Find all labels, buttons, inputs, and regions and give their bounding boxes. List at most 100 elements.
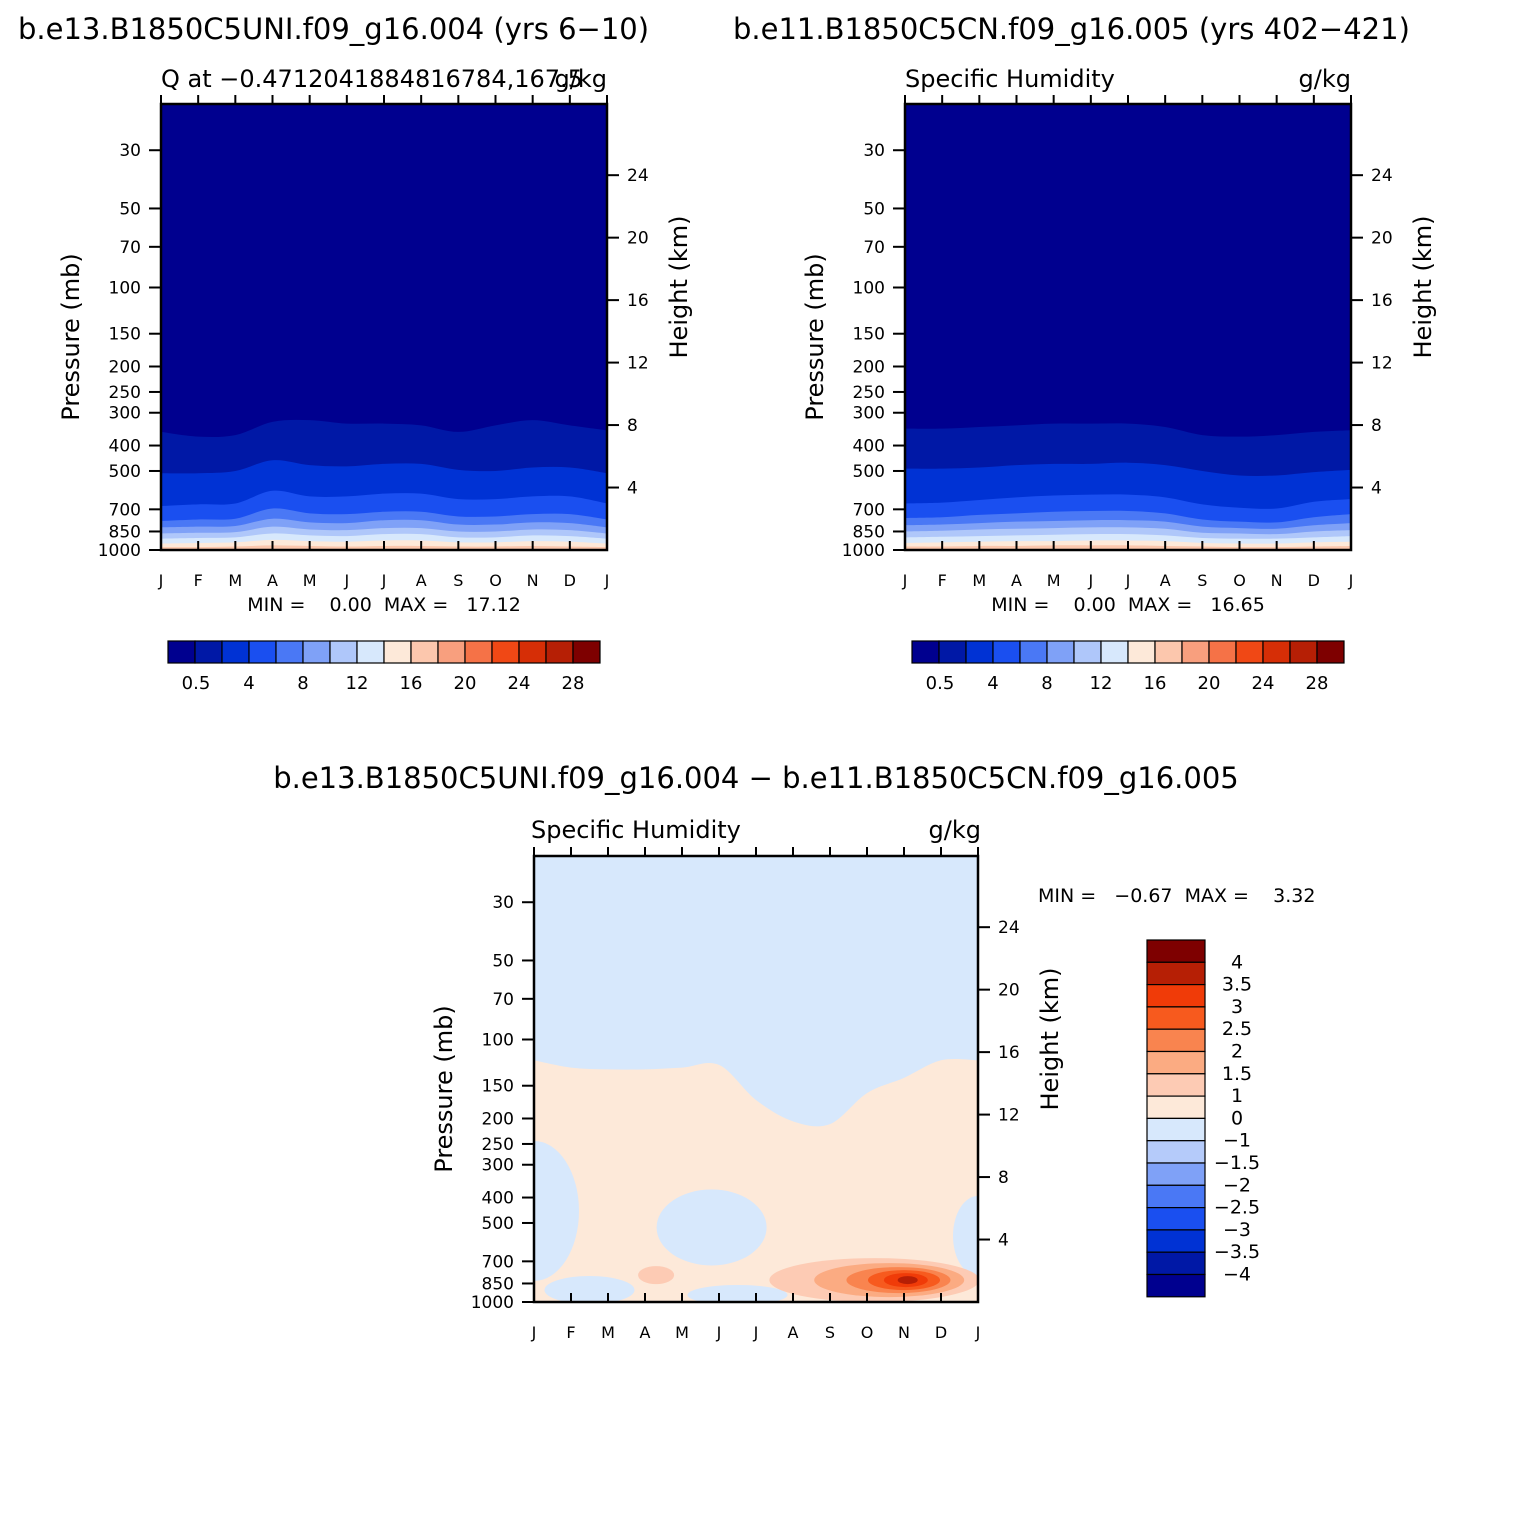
colorbar-swatch — [1019, 640, 1048, 664]
colorbar-swatch — [518, 640, 547, 664]
y-tick-label: 30 — [119, 141, 141, 161]
negative-anomaly-region — [687, 1284, 788, 1302]
colorbar-swatch — [275, 640, 304, 664]
colorbar-label: 16 — [400, 673, 423, 694]
colorbar-swatch — [1154, 640, 1183, 664]
y-tick-label: 30 — [492, 893, 514, 913]
y-tick-label: 1000 — [98, 541, 141, 561]
y-tick-label: 850 — [853, 522, 885, 542]
x-tick-label: F — [938, 571, 947, 590]
colorbar-swatch — [410, 640, 439, 664]
colorbar-label: −3 — [1223, 1219, 1251, 1241]
y2-tick-label: 16 — [627, 291, 649, 311]
y2-tick-label: 8 — [1371, 416, 1382, 436]
p3-run-title: b.e13.B1850C5UNI.f09_g16.004 − b.e11.B18… — [273, 761, 1239, 795]
colorbar-label: 4 — [243, 673, 254, 694]
x-tick-label: J — [902, 571, 908, 590]
negative-anomaly-region — [534, 1140, 579, 1281]
colorbar-swatch — [1146, 1140, 1206, 1164]
colorbar-label: 1.5 — [1222, 1063, 1252, 1085]
y-tick-label: 250 — [109, 383, 141, 403]
x-tick-label: A — [1160, 571, 1171, 590]
y-tick-label: 300 — [482, 1156, 514, 1176]
y-axis-title: Pressure (mb) — [430, 1005, 458, 1172]
colorbar-label: 0 — [1231, 1107, 1243, 1129]
y-axis-title: Pressure (mb) — [801, 253, 829, 420]
y2-tick-label: 24 — [998, 918, 1020, 938]
colorbar-label: 16 — [1144, 673, 1167, 694]
colorbar-swatch — [1146, 1117, 1206, 1142]
p2-colorbar: 0.5 4 8 12 16 20 24 28 — [911, 640, 1345, 694]
x-tick-label: F — [566, 1323, 575, 1342]
y-tick-label: 200 — [109, 358, 141, 378]
y2-tick-label: 20 — [998, 981, 1020, 1001]
x-tick-label: A — [1011, 571, 1022, 590]
p3-right-title: g/kg — [929, 816, 981, 844]
x-tick-label: S — [453, 571, 463, 590]
colorbar-swatch — [965, 640, 994, 664]
p3-left-title: Specific Humidity — [531, 816, 741, 844]
colorbar-label: 8 — [297, 673, 308, 694]
y2-tick-label: 20 — [627, 229, 649, 249]
y-tick-label: 500 — [109, 462, 141, 482]
positive-anomaly-band — [897, 1276, 918, 1285]
y2-tick-label: 20 — [1371, 229, 1393, 249]
y-tick-label: 150 — [853, 325, 885, 345]
colorbar-label: 12 — [346, 673, 369, 694]
y-tick-label: 70 — [863, 238, 885, 258]
colorbar-swatch — [1073, 640, 1102, 664]
colorbar-swatch — [1146, 1006, 1206, 1030]
x-tick-label: D — [1308, 571, 1320, 590]
colorbar-label: 3 — [1231, 996, 1243, 1018]
negative-anomaly-region — [953, 1195, 978, 1276]
x-tick-label: O — [489, 571, 502, 590]
colorbar-swatch — [911, 640, 940, 664]
y-tick-label: 300 — [853, 404, 885, 424]
y-tick-label: 100 — [109, 278, 141, 298]
y-tick-label: 400 — [853, 437, 885, 457]
colorbar-swatch — [167, 640, 196, 664]
y-tick-label: 700 — [109, 500, 141, 520]
y-tick-label: 70 — [119, 238, 141, 258]
x-tick-label: A — [416, 571, 427, 590]
y2-tick-label: 4 — [998, 1231, 1009, 1251]
y-tick-label: 1000 — [842, 541, 885, 561]
y-tick-label: 850 — [109, 522, 141, 542]
y-tick-label: 700 — [482, 1252, 514, 1272]
colorbar-swatch — [1146, 1095, 1206, 1119]
y-tick-label: 1000 — [471, 1293, 514, 1313]
colorbar-label: 12 — [1090, 673, 1113, 694]
negative-anomaly-region — [544, 1275, 635, 1302]
contour-band — [534, 1058, 978, 1302]
y-tick-label: 250 — [482, 1135, 514, 1155]
y2-tick-label: 12 — [627, 354, 649, 374]
colorbar-swatch — [491, 640, 520, 664]
y-tick-label: 50 — [863, 199, 885, 219]
colorbar-label: −2.5 — [1214, 1197, 1260, 1219]
x-tick-label: M — [972, 571, 986, 590]
colorbar-label: 20 — [1198, 673, 1221, 694]
y2-tick-label: 4 — [1371, 479, 1382, 499]
x-tick-label: N — [898, 1323, 910, 1342]
colorbar-swatch — [248, 640, 277, 664]
colorbar-swatch — [1181, 640, 1210, 664]
colorbar-swatch — [545, 640, 574, 664]
p1-min-max: MIN = 0.00 MAX = 17.12 — [247, 594, 521, 616]
colorbar-swatch — [464, 640, 493, 664]
x-tick-label: J — [381, 571, 387, 590]
y-tick-label: 500 — [853, 462, 885, 482]
x-tick-label: D — [564, 571, 576, 590]
colorbar-label: 8 — [1041, 673, 1052, 694]
x-tick-label: J — [753, 1323, 759, 1342]
y2-tick-label: 8 — [627, 416, 638, 436]
colorbar-label: −4 — [1223, 1264, 1251, 1286]
p2-left-title: Specific Humidity — [905, 65, 1115, 93]
y-axis-title: Pressure (mb) — [57, 253, 85, 420]
colorbar-swatch — [1146, 1273, 1206, 1298]
colorbar-label: 20 — [454, 673, 477, 694]
y2-tick-label: 24 — [1371, 166, 1393, 186]
colorbar-label: 2.5 — [1222, 1018, 1252, 1040]
p1-left-title: Q at −0.4712041884816784,167.5 — [161, 65, 583, 93]
